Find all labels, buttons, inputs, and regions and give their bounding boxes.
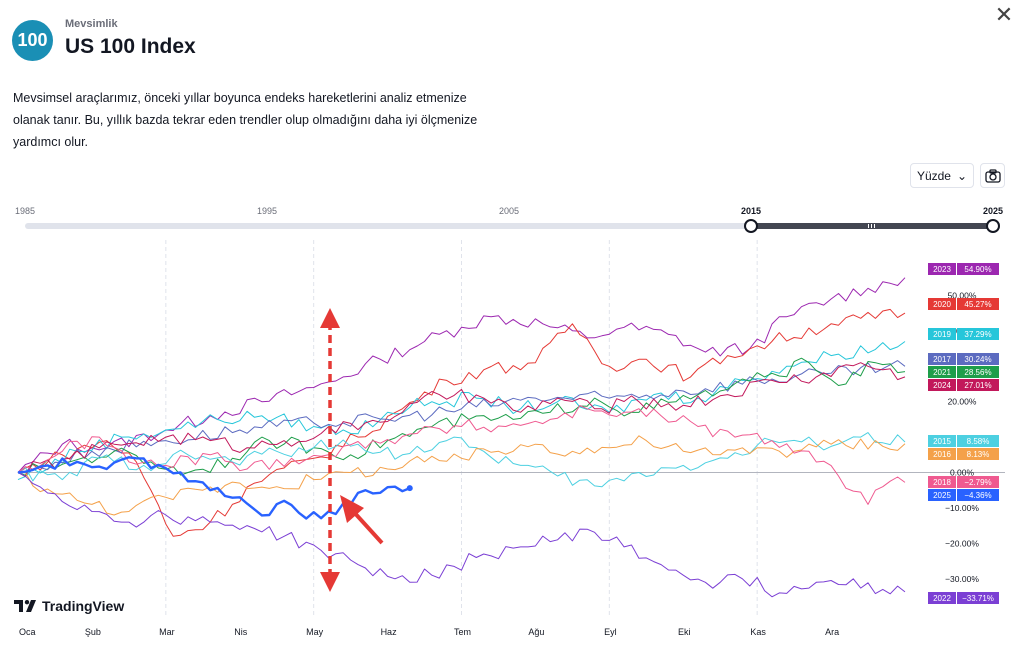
series-line-2020[interactable] (17, 308, 906, 537)
series-tag-2016: 2016 8.13% (928, 448, 999, 460)
series-line-2015[interactable] (17, 432, 906, 488)
series-tag-2017: 2017 30.24% (928, 353, 999, 365)
series-tag-2021: 2021 28.56% (928, 366, 999, 378)
x-tick-label: Ara (825, 627, 839, 637)
x-tick-label: Kas (750, 627, 766, 637)
series-tag-2018: 2018 −2.79% (928, 476, 999, 488)
series-line-2016[interactable] (18, 435, 906, 516)
svg-text:2019: 2019 (933, 330, 951, 339)
series-tag-2020: 2020 45.27% (928, 298, 999, 310)
tradingview-logo-icon (14, 600, 36, 612)
x-tick-label: Oca (19, 627, 36, 637)
y-tick-label: −30.00% (945, 574, 979, 584)
y-tick-label: 50.00% (948, 290, 977, 300)
y-tick-label: −20.00% (945, 538, 979, 548)
svg-text:−2.79%: −2.79% (964, 478, 991, 487)
range-label-1985: 1985 (14, 206, 36, 216)
tradingview-watermark: TradingView (14, 598, 124, 614)
range-label-2025: 2025 (982, 206, 1004, 216)
unit-select-label: Yüzde (916, 168, 951, 183)
series-tag-2015: 2015 8.58% (928, 435, 999, 447)
index-logo: 100 (12, 20, 53, 61)
annotation-arrows (320, 308, 384, 592)
arrow-down-icon (320, 572, 340, 592)
svg-text:2024: 2024 (933, 381, 951, 390)
page-subtitle: Mevsimlik (65, 18, 118, 30)
arrow-pointer-icon (340, 495, 364, 523)
series-line-2017[interactable] (17, 360, 906, 474)
svg-text:30.24%: 30.24% (964, 355, 991, 364)
svg-text:8.13%: 8.13% (967, 450, 990, 459)
x-tick-label: Şub (85, 627, 101, 637)
svg-text:45.27%: 45.27% (964, 300, 991, 309)
x-tick-label: Tem (454, 627, 471, 637)
svg-text:2025: 2025 (933, 491, 951, 500)
series-tag-2019: 2019 37.29% (928, 328, 999, 340)
range-handle-end[interactable] (986, 219, 1000, 233)
svg-text:2020: 2020 (933, 300, 951, 309)
range-handle-start[interactable] (744, 219, 758, 233)
svg-text:28.56%: 28.56% (964, 368, 991, 377)
camera-icon (984, 168, 1001, 183)
seasonal-chart[interactable]: Oca Şub Mar Nis May Haz Tem Ağu Eyl Eki Kas Ara 50.… (0, 240, 1024, 645)
svg-text:2021: 2021 (933, 368, 951, 377)
svg-text:2023: 2023 (933, 265, 951, 274)
x-tick-label: Ağu (528, 627, 544, 637)
x-tick-label: Eyl (604, 627, 617, 637)
x-tick-label: Mar (159, 627, 175, 637)
series-tag-2023: 2023 54.90% (928, 263, 999, 275)
series-tag-2024: 2024 27.01% (928, 379, 999, 391)
range-slider[interactable] (0, 218, 1024, 236)
watermark-text: TradingView (42, 598, 125, 614)
svg-text:2017: 2017 (933, 355, 951, 364)
y-tick-label: 0.00% (950, 468, 975, 478)
svg-text:−4.36%: −4.36% (964, 491, 991, 500)
description-text: Mevsimsel araçlarımız, önceki yıllar boy… (13, 91, 478, 149)
svg-text:2015: 2015 (933, 437, 951, 446)
x-tick-label: Eki (678, 627, 691, 637)
series-line-2022[interactable] (17, 472, 906, 598)
x-tick-label: May (306, 627, 324, 637)
range-label-2015: 2015 (740, 206, 762, 216)
svg-text:2018: 2018 (933, 478, 951, 487)
y-tick-label: 20.00% (948, 397, 977, 407)
range-label-1995: 1995 (256, 206, 278, 216)
y-tick-label: −10.00% (945, 503, 979, 513)
series-tag-2022: 2022 −33.71% (928, 592, 999, 604)
x-tick-label: Nis (234, 627, 247, 637)
camera-button[interactable] (980, 163, 1005, 188)
close-icon[interactable]: ✕ (994, 2, 1014, 27)
unit-select[interactable]: Yüzde ⌄ (910, 163, 974, 188)
range-grip-icon (868, 224, 875, 228)
svg-text:37.29%: 37.29% (964, 330, 991, 339)
svg-text:−33.71%: −33.71% (962, 594, 994, 603)
svg-text:27.01%: 27.01% (964, 381, 991, 390)
x-tick-label: Haz (381, 627, 398, 637)
arrow-up-icon (320, 308, 340, 328)
series-endpoint-2025 (406, 485, 413, 492)
chevron-down-icon: ⌄ (956, 168, 968, 183)
svg-text:2022: 2022 (933, 594, 951, 603)
series-line-2019[interactable] (17, 341, 906, 481)
series-tag-2025: 2025 −4.36% (928, 489, 999, 501)
svg-text:8.58%: 8.58% (967, 437, 990, 446)
page-title: US 100 Index (65, 35, 196, 58)
svg-text:2016: 2016 (933, 450, 951, 459)
svg-text:54.90%: 54.90% (964, 265, 991, 274)
series-line-2018[interactable] (17, 405, 906, 505)
range-label-2005: 2005 (498, 206, 520, 216)
series-line-2024[interactable] (17, 362, 906, 478)
